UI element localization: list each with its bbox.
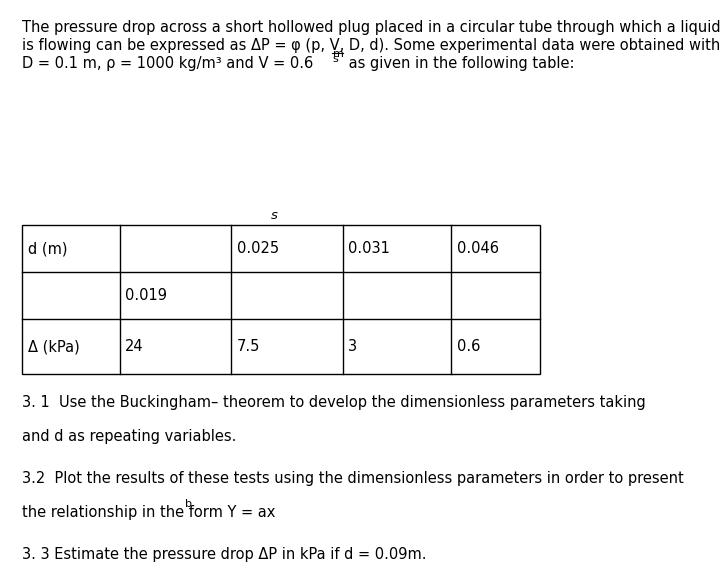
Text: s: s — [271, 209, 278, 222]
Text: m: m — [333, 49, 343, 59]
Text: 3: 3 — [348, 339, 357, 354]
Bar — [22, 225, 540, 374]
Text: 0.046: 0.046 — [456, 241, 499, 256]
Text: D = 0.1 m, ρ = 1000 kg/m³ and V = 0.6: D = 0.1 m, ρ = 1000 kg/m³ and V = 0.6 — [22, 56, 318, 71]
Text: d (m): d (m) — [28, 241, 68, 256]
Text: 0.025: 0.025 — [237, 241, 279, 256]
Text: the relationship in the form Y = ax: the relationship in the form Y = ax — [22, 505, 276, 520]
Text: The pressure drop across a short hollowed plug placed in a circular tube through: The pressure drop across a short hollowe… — [22, 20, 720, 36]
Text: and d as repeating variables.: and d as repeating variables. — [22, 429, 237, 444]
Text: Δ (kPa): Δ (kPa) — [28, 339, 80, 354]
Text: 0.6: 0.6 — [456, 339, 480, 354]
Text: as given in the following table:: as given in the following table: — [344, 56, 575, 71]
Text: 3. 1  Use the Buckingham– theorem to develop the dimensionless parameters taking: 3. 1 Use the Buckingham– theorem to deve… — [22, 395, 646, 410]
Text: 3.2  Plot the results of these tests using the dimensionless parameters in order: 3.2 Plot the results of these tests usin… — [22, 471, 684, 486]
Text: s: s — [333, 54, 338, 64]
Text: 0.031: 0.031 — [348, 241, 390, 256]
Text: is flowing can be expressed as ΔP = φ (p, V, D, d). Some experimental data were : is flowing can be expressed as ΔP = φ (p… — [22, 38, 720, 53]
Text: 3. 3 Estimate the pressure drop ΔP in kPa if d = 0.09m.: 3. 3 Estimate the pressure drop ΔP in kP… — [22, 547, 427, 562]
Text: 0.019: 0.019 — [125, 288, 167, 303]
Text: 7.5: 7.5 — [237, 339, 260, 354]
Text: 24: 24 — [125, 339, 144, 354]
Text: b: b — [186, 499, 192, 509]
